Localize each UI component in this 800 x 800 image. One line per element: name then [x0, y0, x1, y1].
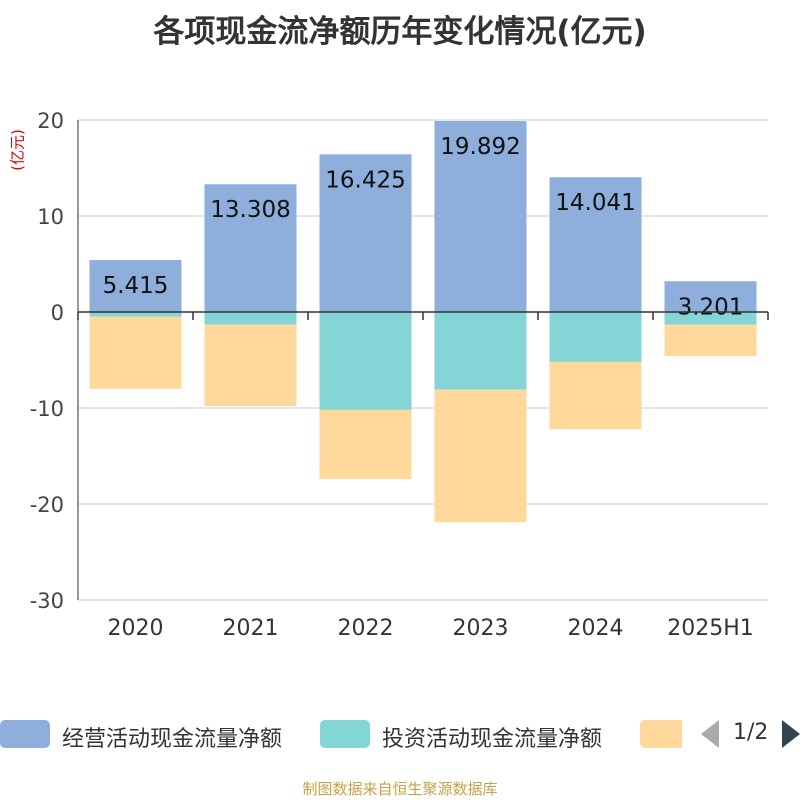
bar-financing — [319, 409, 412, 480]
bar-financing — [549, 361, 642, 430]
y-tick-label: 0 — [51, 301, 64, 325]
bar-financing — [204, 324, 297, 407]
bar-operating — [204, 184, 297, 312]
bar-investing — [319, 312, 412, 410]
x-category-label: 2023 — [453, 616, 509, 641]
y-tick-label: -10 — [30, 397, 64, 421]
bar-chart: -30 -20 -10 0 10 20 5.415 13.308 16.425 19.892 14.… — [30, 109, 769, 641]
bar-financing — [664, 324, 757, 357]
data-label: 16.425 — [325, 167, 405, 193]
legend-next-page-icon[interactable] — [782, 720, 800, 748]
x-category-label: 2022 — [338, 616, 394, 641]
y-tick-label: 20 — [37, 109, 64, 133]
bar-operating — [89, 260, 182, 312]
legend: 经营活动现金流量净额 投资活动现金流量净额 1/2 — [0, 712, 800, 758]
bar-investing — [89, 312, 182, 317]
bar-financing — [89, 316, 182, 389]
data-label: 5.415 — [103, 273, 169, 299]
bar-investing — [664, 312, 757, 325]
x-category-label: 2025H1 — [667, 616, 754, 641]
bar-investing — [549, 312, 642, 362]
chart-title: 各项现金流净额历年变化情况(亿元) — [153, 14, 647, 50]
legend-swatch-investing — [320, 720, 370, 748]
bar-operating — [664, 281, 757, 312]
bar-financing — [434, 389, 527, 523]
data-label: 13.308 — [210, 197, 290, 223]
legend-prev-page-icon[interactable] — [701, 720, 719, 748]
legend-page-indicator: 1/2 — [733, 720, 769, 745]
bar-operating — [549, 177, 642, 312]
legend-swatch-operating — [0, 720, 50, 748]
data-label: 14.041 — [555, 190, 635, 216]
y-tick-label: -20 — [30, 493, 64, 517]
legend-label-investing: 投资活动现金流量净额 — [382, 727, 603, 752]
bar-operating — [319, 154, 412, 312]
bar-investing — [204, 312, 297, 325]
data-label: 19.892 — [440, 134, 520, 160]
legend-label-operating: 经营活动现金流量净额 — [62, 727, 283, 752]
legend-swatch-financing — [640, 720, 682, 748]
x-category-label: 2024 — [568, 616, 624, 641]
x-category-label: 2021 — [223, 616, 279, 641]
y-tick-label: -30 — [30, 589, 64, 613]
bar-operating — [434, 121, 527, 312]
source-note: 制图数据来自恒生聚源数据库 — [302, 780, 498, 798]
bar-investing — [434, 312, 527, 390]
x-category-label: 2020 — [108, 616, 164, 641]
y-tick-label: 10 — [37, 205, 64, 229]
data-label: 3.201 — [678, 294, 744, 320]
